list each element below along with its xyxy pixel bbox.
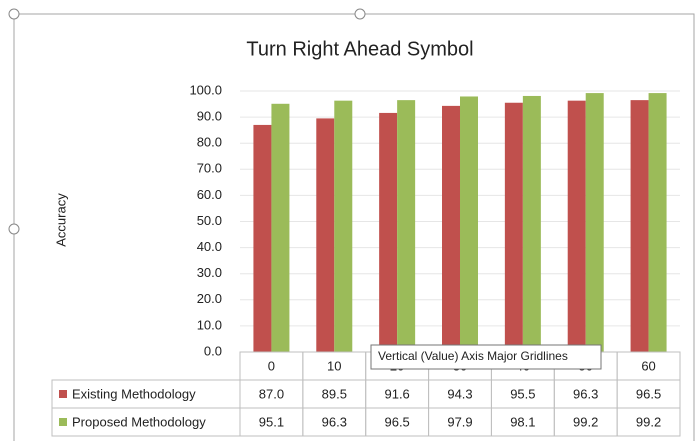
- table-value: 96.5: [636, 386, 661, 401]
- bar: [334, 100, 353, 352]
- y-tick-label: 60.0: [197, 187, 222, 202]
- table-value: 96.3: [573, 386, 598, 401]
- y-tick-label: 80.0: [197, 135, 222, 150]
- x-tick-label: 10: [327, 358, 341, 373]
- handle[interactable]: [354, 8, 366, 20]
- table-value: 91.6: [384, 386, 409, 401]
- bar: [522, 95, 541, 353]
- bar: [397, 100, 416, 352]
- table-value: 89.5: [322, 386, 347, 401]
- bar: [379, 112, 398, 352]
- bar: [648, 93, 667, 352]
- chart-title: Turn Right Ahead Symbol: [246, 38, 473, 60]
- bar: [442, 105, 460, 352]
- tooltip-box: [370, 344, 602, 370]
- table-value: 97.9: [447, 414, 472, 429]
- bar: [585, 93, 604, 352]
- y-tick-label: 10.0: [197, 317, 222, 332]
- table-value: 99.2: [573, 414, 598, 429]
- y-axis-label: Accuracy: [53, 193, 68, 247]
- table-value: 96.5: [384, 414, 409, 429]
- tooltip: Vertical (Value) Axis Major Gridlines: [370, 344, 602, 370]
- table-value: 96.3: [322, 414, 347, 429]
- bar: [271, 103, 290, 352]
- y-tick-label: 40.0: [197, 239, 222, 254]
- bar: [567, 100, 586, 352]
- legend-label: Existing Methodology: [72, 386, 196, 401]
- bar: [316, 118, 335, 352]
- table-value: 87.0: [259, 386, 284, 401]
- legend-label: Proposed Methodology: [72, 414, 206, 429]
- legend-key: [59, 418, 67, 426]
- legend-key: [59, 390, 67, 398]
- table-value: 99.2: [636, 414, 661, 429]
- y-tick-label: 20.0: [197, 291, 222, 306]
- table-value: 94.3: [447, 386, 472, 401]
- table-value: 95.1: [259, 414, 284, 429]
- bar: [253, 124, 272, 353]
- y-tick-label: 30.0: [197, 265, 222, 280]
- y-tick-label: 90.0: [197, 109, 222, 124]
- x-tick-label: 0: [268, 358, 275, 373]
- bar: [460, 96, 478, 352]
- y-tick-label: 70.0: [197, 161, 222, 176]
- plot-area: 0.0 10.0 20.0 30.0 40.0 50.0 60.0 70.0 80.0 90.0 1…: [51, 82, 681, 437]
- x-tick-label: 60: [641, 358, 655, 373]
- y-tick-label: 0.0: [204, 343, 222, 358]
- handle[interactable]: [8, 223, 20, 235]
- table-value: 98.1: [510, 414, 535, 429]
- bar: [630, 100, 649, 352]
- y-tick-label: 100.0: [189, 82, 222, 97]
- bar: [504, 102, 523, 353]
- table-value: 95.5: [510, 386, 535, 401]
- tooltip-text: Vertical (Value) Axis Major Gridlines: [378, 349, 568, 363]
- y-tick-label: 50.0: [197, 213, 222, 228]
- handle[interactable]: [8, 8, 20, 20]
- table-cell: [616, 407, 681, 437]
